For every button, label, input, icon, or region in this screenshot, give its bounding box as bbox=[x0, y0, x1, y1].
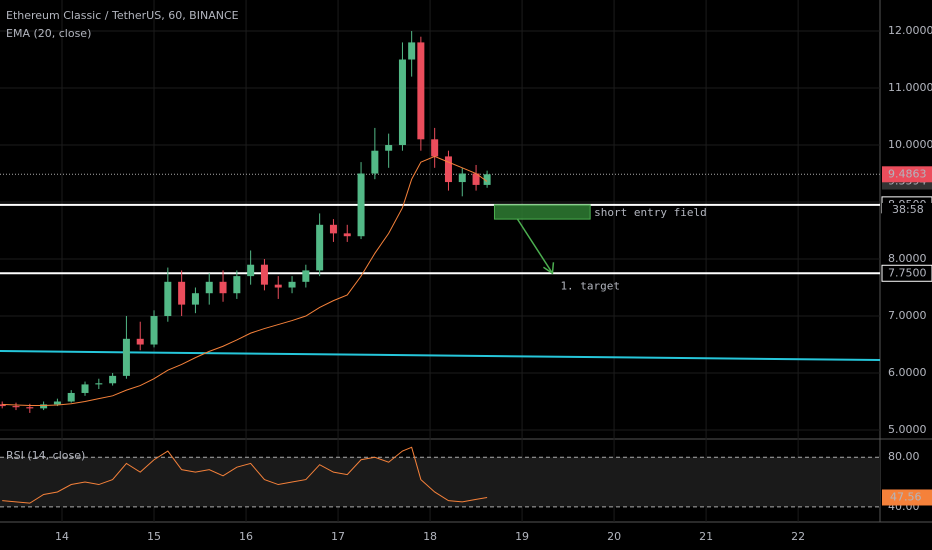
rsi-line bbox=[2, 446, 488, 504]
candle-body bbox=[0, 404, 6, 407]
y-tick-label: 8.0000 bbox=[888, 252, 927, 265]
candle-body bbox=[260, 264, 268, 285]
candle-body bbox=[431, 139, 439, 157]
candle-body bbox=[26, 407, 34, 409]
countdown: 38:58 bbox=[892, 203, 924, 216]
candle-body bbox=[122, 338, 130, 376]
rsi-label-box bbox=[882, 489, 932, 506]
candle-body bbox=[458, 173, 466, 183]
candle-body bbox=[302, 270, 310, 282]
y-tick-label: 80.00 bbox=[888, 450, 920, 463]
candle-body bbox=[444, 156, 452, 183]
price-label-box bbox=[882, 166, 932, 183]
candle-body bbox=[398, 59, 406, 146]
candle-body bbox=[483, 174, 491, 185]
candle-body bbox=[136, 338, 144, 345]
candle-body bbox=[219, 281, 227, 294]
candle-body bbox=[164, 281, 172, 317]
x-tick-label: 21 bbox=[699, 530, 713, 543]
entry-zone bbox=[493, 204, 591, 220]
y-tick-label: 7.0000 bbox=[888, 309, 927, 322]
candle-body bbox=[274, 284, 282, 288]
candle-body bbox=[40, 404, 48, 409]
y-tick-label: 10.0000 bbox=[888, 138, 932, 151]
candle-body bbox=[371, 150, 379, 174]
candle-body bbox=[385, 145, 393, 151]
level-label-box bbox=[881, 264, 932, 282]
candle-body bbox=[109, 375, 117, 384]
legend-entry: EMA (20, close) bbox=[6, 27, 91, 40]
candle-body bbox=[150, 316, 158, 345]
x-tick-label: 20 bbox=[607, 530, 621, 543]
candle-body bbox=[205, 281, 213, 294]
ema-line bbox=[2, 155, 488, 407]
y-tick-label: 5.0000 bbox=[888, 423, 927, 436]
x-tick-label: 14 bbox=[55, 530, 69, 543]
candle-body bbox=[95, 383, 103, 385]
candle-body bbox=[191, 293, 199, 305]
candle-body bbox=[12, 406, 20, 408]
candle-body bbox=[343, 233, 351, 237]
candle-body bbox=[288, 281, 296, 288]
x-tick-label: 17 bbox=[331, 530, 345, 543]
candle-body bbox=[81, 384, 89, 393]
candle-body bbox=[408, 42, 416, 60]
candle-body bbox=[67, 392, 75, 402]
price-label: 9.4863 bbox=[888, 167, 927, 180]
zone-label: short entry field bbox=[594, 206, 707, 219]
x-tick-label: 19 bbox=[515, 530, 529, 543]
level-label: 7.7500 bbox=[888, 266, 927, 279]
chart-title: Ethereum Classic / TetherUS, 60, BINANCE bbox=[6, 9, 239, 22]
x-tick-label: 16 bbox=[239, 530, 253, 543]
candle-body bbox=[53, 401, 61, 405]
x-tick-label: 18 bbox=[423, 530, 437, 543]
rsi-title: RSI (14, close) bbox=[6, 449, 85, 462]
candle-body bbox=[316, 224, 324, 271]
y-tick-label: 6.0000 bbox=[888, 366, 927, 379]
rsi-label: 47.56 bbox=[890, 490, 922, 503]
arrow-head bbox=[543, 262, 555, 275]
target-label: 1. target bbox=[560, 279, 620, 292]
candle-body bbox=[247, 264, 255, 277]
candle-body bbox=[233, 276, 241, 294]
target-arrow bbox=[516, 218, 554, 274]
candle-body bbox=[178, 281, 186, 305]
trendline bbox=[0, 350, 881, 362]
candle-body bbox=[472, 173, 480, 185]
y-tick-label: 12.0000 bbox=[888, 24, 932, 37]
x-tick-label: 15 bbox=[147, 530, 161, 543]
countdown-box bbox=[882, 203, 932, 218]
candle-body bbox=[329, 224, 337, 234]
candle-body bbox=[357, 173, 365, 237]
y-tick-label: 11.0000 bbox=[888, 81, 932, 94]
x-tick-label: 22 bbox=[791, 530, 805, 543]
candle-body bbox=[417, 42, 425, 140]
rsi-band bbox=[0, 457, 880, 507]
